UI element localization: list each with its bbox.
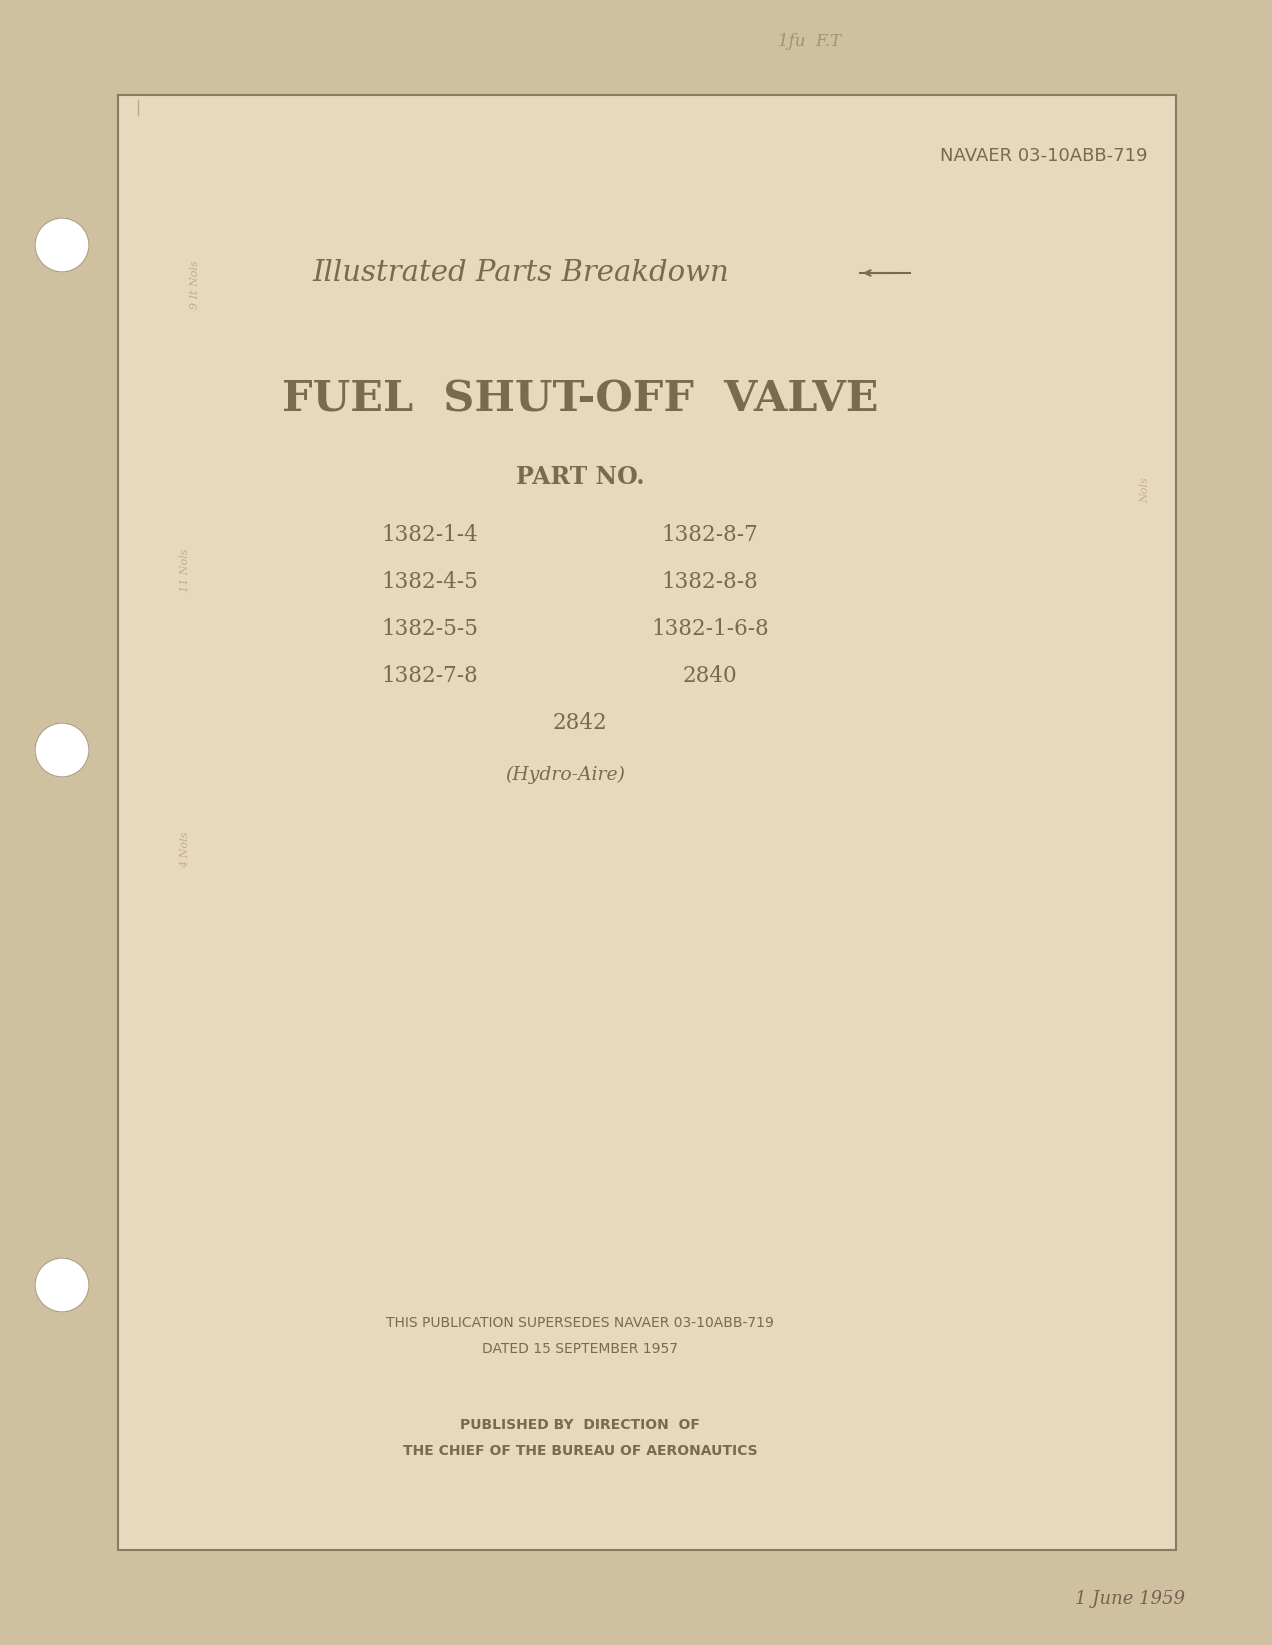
Text: Nols: Nols [1140,477,1150,503]
Text: PUBLISHED BY  DIRECTION  OF: PUBLISHED BY DIRECTION OF [460,1418,700,1433]
Text: 9 It Nols: 9 It Nols [190,260,200,309]
Text: THIS PUBLICATION SUPERSEDES NAVAER 03-10ABB-719: THIS PUBLICATION SUPERSEDES NAVAER 03-10… [387,1316,773,1331]
Text: (Hydro-Aire): (Hydro-Aire) [505,767,625,785]
Circle shape [36,219,89,271]
Text: Illustrated Parts Breakdown: Illustrated Parts Breakdown [312,258,729,286]
Text: 2842: 2842 [552,712,607,734]
Text: 1ƒu  F.T: 1ƒu F.T [778,33,842,51]
Bar [118,95,1177,1550]
Text: 1382-1-6-8: 1382-1-6-8 [651,619,768,640]
Text: DATED 15 SEPTEMBER 1957: DATED 15 SEPTEMBER 1957 [482,1342,678,1355]
Text: 1382-8-8: 1382-8-8 [661,571,758,592]
Text: 11 Nols: 11 Nols [181,548,190,592]
Text: NAVAER 03-10ABB-719: NAVAER 03-10ABB-719 [940,146,1149,165]
Text: 1382-8-7: 1382-8-7 [661,525,758,546]
Circle shape [36,724,89,776]
Text: PART NO.: PART NO. [515,466,644,489]
Text: 2840: 2840 [683,665,738,688]
Text: 1382-4-5: 1382-4-5 [382,571,478,592]
Circle shape [36,1258,89,1313]
Text: 1382-7-8: 1382-7-8 [382,665,478,688]
Text: 1 June 1959: 1 June 1959 [1075,1591,1186,1609]
Text: THE CHIEF OF THE BUREAU OF AERONAUTICS: THE CHIEF OF THE BUREAU OF AERONAUTICS [403,1444,757,1457]
Text: FUEL  SHUT-OFF  VALVE: FUEL SHUT-OFF VALVE [282,378,878,421]
Text: 4 Nols: 4 Nols [181,832,190,869]
Text: 1382-1-4: 1382-1-4 [382,525,478,546]
Text: 1382-5-5: 1382-5-5 [382,619,478,640]
